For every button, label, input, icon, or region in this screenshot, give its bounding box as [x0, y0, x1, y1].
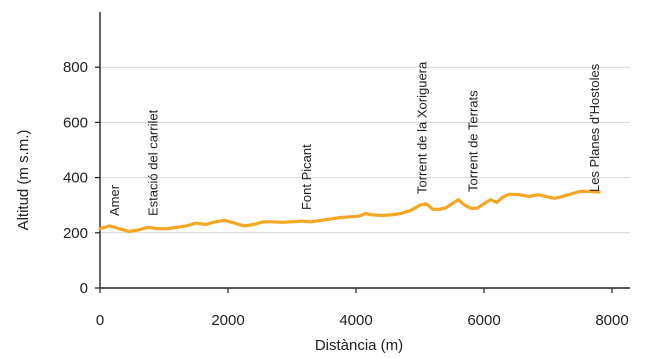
x-tick-label-2000: 2000: [211, 312, 244, 329]
y-tick-label-400: 400: [63, 170, 88, 187]
y-tick-label-600: 600: [63, 114, 88, 131]
place-annotations: Amer Estació del carrilet Font Picant Torre…: [107, 61, 602, 216]
x-tick-label-6000: 6000: [467, 312, 500, 329]
plot-area: [98, 189, 601, 233]
annotation-label: Estació del carrilet: [146, 109, 161, 216]
annotation-label: Torrent de la Xoriguera: [414, 61, 429, 194]
y-tick-label-200: 200: [63, 225, 88, 242]
annotation-label: Les Planes d'Hostoles: [587, 63, 602, 192]
altitude-line-series-0: [98, 189, 601, 233]
y-axis-label: Altitud (m s.m.): [15, 130, 32, 231]
x-axis-label: Distància (m): [315, 337, 403, 354]
annotation-label: Font Picant: [299, 144, 314, 210]
x-tick-label-4000: 4000: [339, 312, 372, 329]
annotation-label: Torrent de Terrats: [466, 90, 481, 192]
axes: [95, 12, 630, 293]
grid-lines: [100, 66, 630, 234]
x-tick-label-8000: 8000: [595, 312, 628, 329]
x-tick-label-0: 0: [96, 312, 104, 329]
y-tick-label-800: 800: [63, 59, 88, 76]
y-tick-label-0: 0: [80, 280, 88, 297]
annotation-label: Amer: [107, 184, 122, 216]
